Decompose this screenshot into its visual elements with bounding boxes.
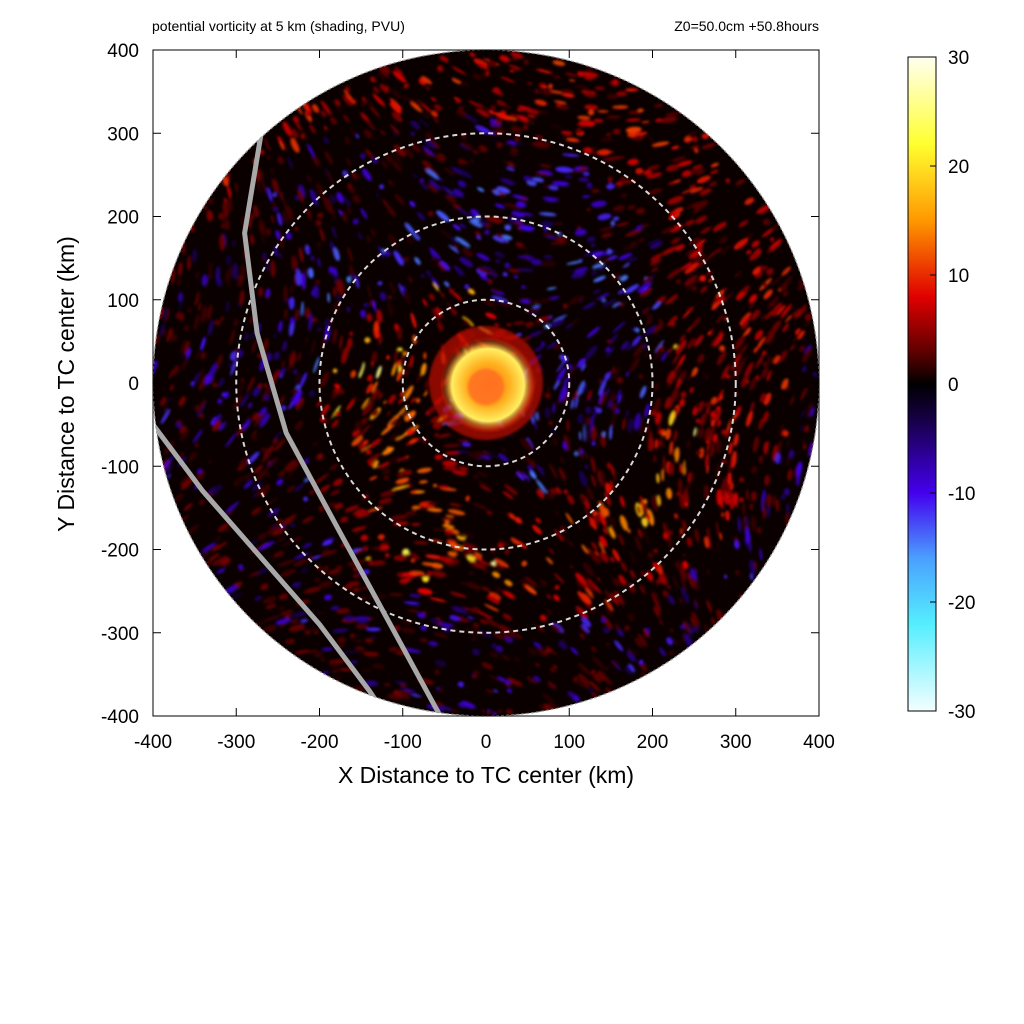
x-tick-label: 0 [481,732,492,753]
range-ring [401,298,571,468]
y-tick-label: 200 [107,208,139,229]
x-tick-label: -200 [300,732,338,753]
track-line [242,130,443,716]
colorbar-tick-label: 20 [948,157,969,178]
colorbar-tick-label: 30 [948,48,969,69]
y-tick-label: 0 [128,374,139,395]
y-tick-label: -400 [101,707,139,728]
x-tick-label: 300 [720,732,752,753]
x-tick-label: -100 [384,732,422,753]
chart-title: potential vorticity at 5 km (shading, PV… [152,18,405,34]
x-tick-label: -300 [217,732,255,753]
colorbar-tick-label: -10 [948,484,975,505]
x-tick-label: 100 [553,732,585,753]
run-info-label: Z0=50.0cm +50.8hours [674,18,819,34]
y-tick-label: -300 [101,624,139,645]
x-axis-label: X Distance to TC center (km) [338,762,634,788]
x-tick-label: 200 [637,732,669,753]
x-tick-label: 400 [803,732,835,753]
x-axis-ticks: -400 -300 -200 -100 0 100 200 300 400 [134,50,835,753]
y-tick-label: -200 [101,541,139,562]
y-tick-label: 400 [107,41,139,62]
colorbar-tick-label: -30 [948,702,975,723]
colorbar-tick-label: 0 [948,375,959,396]
range-rings [235,132,737,634]
colorbar-ticks: 30 20 10 0 -10 -20 -30 [930,48,975,723]
y-tick-label: 100 [107,291,139,312]
y-tick-label: 300 [107,124,139,145]
y-tick-label: -100 [101,457,139,478]
gray-track-lines [153,130,443,716]
track-line [153,422,389,716]
colorbar-tick-label: 10 [948,266,969,287]
y-axis-ticks: 400 300 200 100 0 -100 -200 -300 -400 [101,41,819,728]
range-ring [318,215,654,551]
colorbar-tick-label: -20 [948,593,975,614]
y-axis-label: Y Distance to TC center (km) [53,236,79,532]
x-tick-label: -400 [134,732,172,753]
pv-heatmap [153,50,819,716]
range-ring [235,132,737,634]
